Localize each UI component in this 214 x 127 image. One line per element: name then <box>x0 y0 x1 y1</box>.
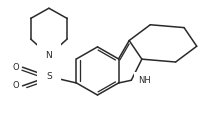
Text: N: N <box>46 51 52 60</box>
Text: NH: NH <box>138 76 151 85</box>
Text: S: S <box>46 72 52 81</box>
Text: O: O <box>12 63 19 72</box>
Text: O: O <box>12 81 19 90</box>
